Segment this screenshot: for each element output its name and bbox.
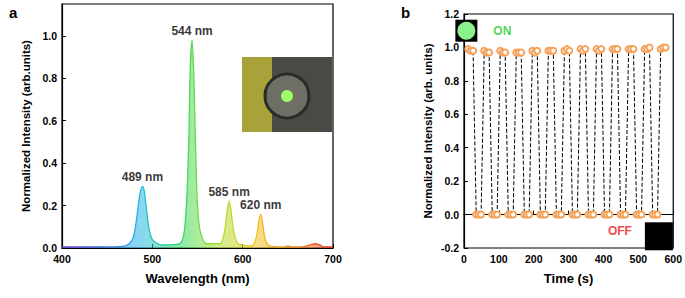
- svg-text:100: 100: [490, 253, 508, 265]
- svg-text:0.8: 0.8: [42, 72, 57, 84]
- svg-text:0.2: 0.2: [444, 175, 459, 187]
- svg-text:0.6: 0.6: [42, 115, 57, 127]
- svg-text:-0.2: -0.2: [441, 242, 459, 254]
- svg-text:400: 400: [53, 253, 71, 265]
- svg-text:500: 500: [144, 253, 162, 265]
- svg-text:600: 600: [664, 253, 682, 265]
- svg-text:500: 500: [630, 253, 648, 265]
- svg-text:0.4: 0.4: [42, 157, 57, 169]
- svg-text:0: 0: [461, 253, 467, 265]
- svg-text:Normalized Intensity (arb.unit: Normalized Intensity (arb.units): [20, 40, 32, 212]
- svg-text:ON: ON: [493, 24, 511, 38]
- svg-text:620 nm: 620 nm: [240, 198, 281, 212]
- svg-text:b: b: [401, 4, 410, 21]
- svg-text:1.0: 1.0: [42, 30, 57, 42]
- svg-text:544 nm: 544 nm: [171, 24, 212, 38]
- svg-text:0.6: 0.6: [444, 108, 459, 120]
- svg-text:400: 400: [595, 253, 613, 265]
- svg-text:0.4: 0.4: [444, 142, 459, 154]
- svg-text:0.0: 0.0: [444, 209, 459, 221]
- svg-text:Normalized Intensity (arb. uni: Normalized Intensity (arb. units): [422, 43, 434, 218]
- svg-text:1.2: 1.2: [444, 8, 459, 20]
- svg-text:0.8: 0.8: [444, 75, 459, 87]
- svg-text:0.0: 0.0: [42, 242, 57, 254]
- svg-text:700: 700: [324, 253, 342, 265]
- svg-text:1.0: 1.0: [444, 41, 459, 53]
- svg-text:300: 300: [560, 253, 578, 265]
- svg-text:0.2: 0.2: [42, 200, 57, 212]
- svg-text:Time (s): Time (s): [544, 271, 594, 286]
- svg-text:489 nm: 489 nm: [122, 170, 163, 184]
- svg-text:585 nm: 585 nm: [208, 185, 250, 200]
- svg-text:600: 600: [234, 253, 252, 265]
- svg-text:200: 200: [525, 253, 543, 265]
- svg-text:Wavelength (nm): Wavelength (nm): [145, 271, 249, 286]
- svg-text:a: a: [9, 4, 18, 21]
- svg-text:OFF: OFF: [608, 224, 632, 238]
